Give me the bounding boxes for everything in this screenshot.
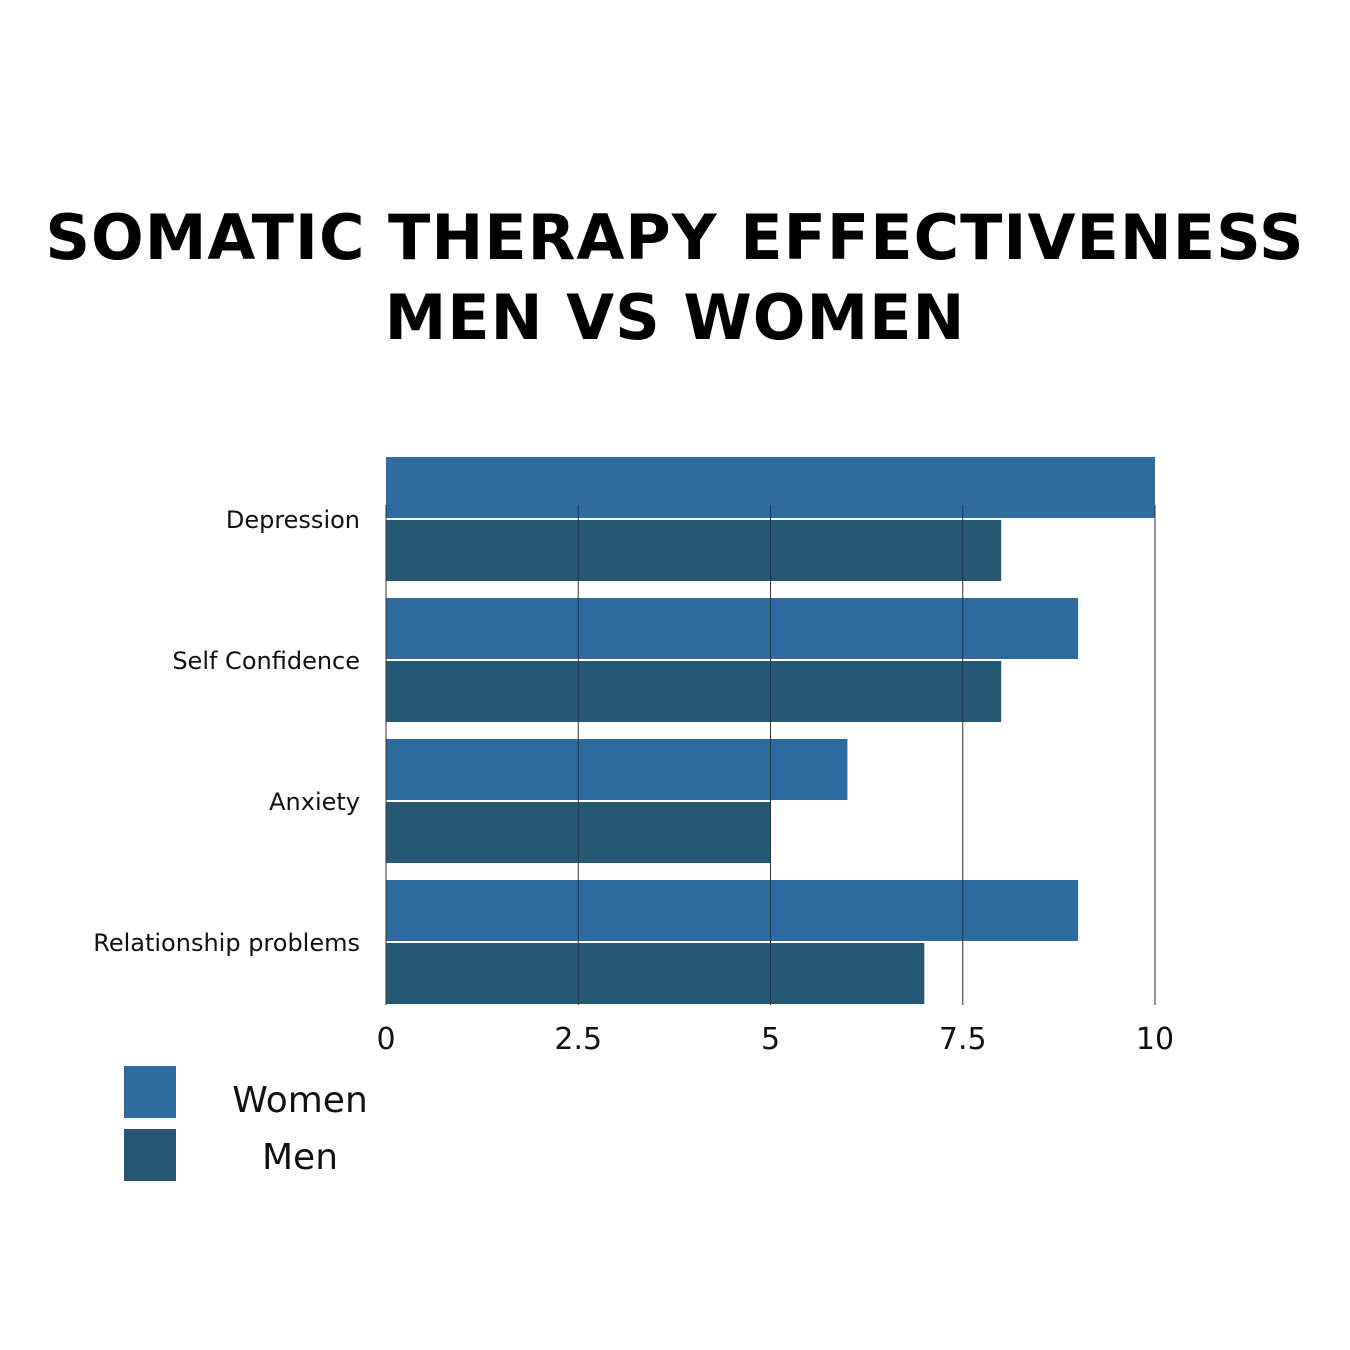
x-tick-label: 5 xyxy=(761,1022,780,1057)
bar-women xyxy=(386,880,1079,941)
chart-subtitle: MEN VS WOMEN xyxy=(384,281,966,354)
bar-women xyxy=(386,739,848,800)
legend-label: Men xyxy=(262,1137,338,1178)
category-label: Anxiety xyxy=(269,788,360,816)
category-label: Relationship problems xyxy=(93,929,360,957)
category-label: Self Confidence xyxy=(172,647,360,675)
x-tick-label: 10 xyxy=(1136,1022,1174,1057)
legend-label: Women xyxy=(232,1080,368,1121)
legend-swatch-women xyxy=(124,1066,176,1118)
chart-title: SOMATIC THERAPY EFFECTIVENESS xyxy=(45,201,1305,274)
x-tick-label: 0 xyxy=(376,1022,395,1057)
x-tick-label: 2.5 xyxy=(554,1022,602,1057)
bar-men xyxy=(386,943,925,1004)
bar-women xyxy=(386,598,1079,659)
legend-swatch-men xyxy=(124,1129,176,1181)
bar-men xyxy=(386,520,1002,581)
x-tick-label: 7.5 xyxy=(939,1022,987,1057)
category-label: Depression xyxy=(226,506,360,534)
bar-men xyxy=(386,661,1002,722)
